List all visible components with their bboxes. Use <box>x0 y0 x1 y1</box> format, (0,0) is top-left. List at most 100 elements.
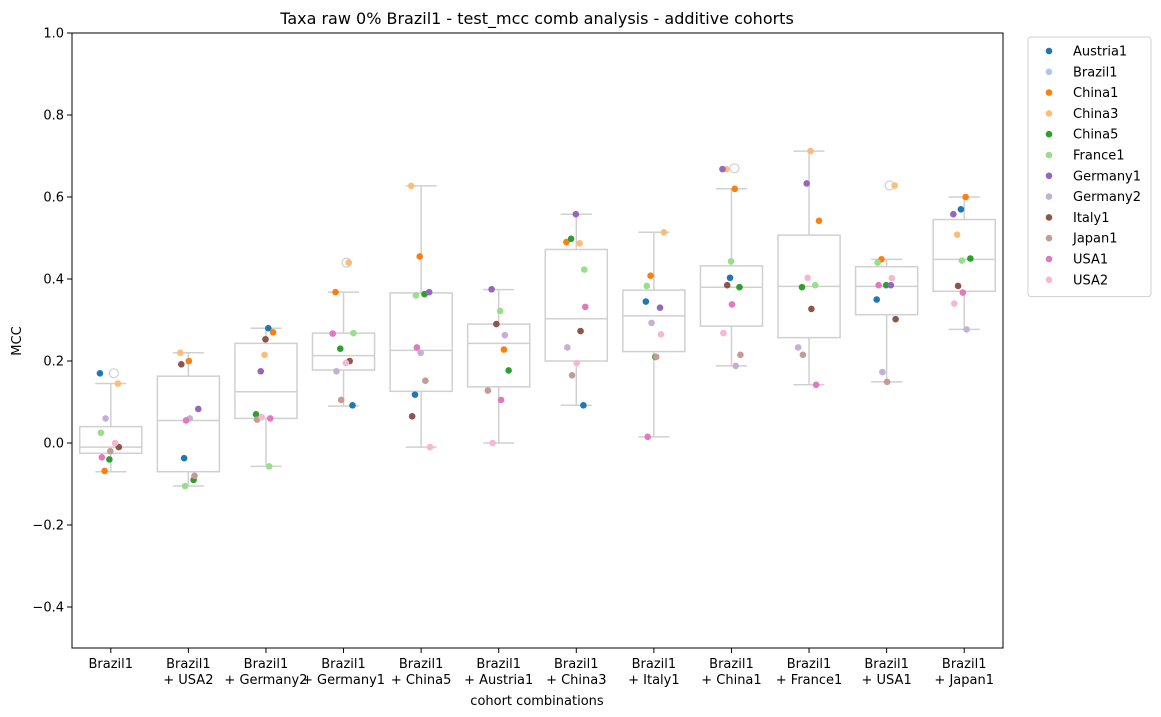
x-tick-label: Brazil1 <box>321 657 366 672</box>
point-Italy1 <box>408 413 416 420</box>
y-tick-label: 1.0 <box>43 27 64 42</box>
point-China1 <box>647 272 654 280</box>
legend-marker-Japan1 <box>1045 234 1053 242</box>
point-Austria1 <box>180 454 188 462</box>
point-China1 <box>416 253 424 260</box>
point-Japan1 <box>337 396 345 404</box>
x-tick-label: + Japan1 <box>934 673 994 688</box>
legend-label: Brazil1 <box>1073 65 1118 80</box>
point-USA1 <box>182 417 190 424</box>
point-France1 <box>350 329 357 337</box>
box-iqr <box>544 248 609 362</box>
point-Germany1 <box>572 210 580 218</box>
box-8 <box>699 163 764 367</box>
point-Austria1 <box>580 401 587 409</box>
point-China5 <box>967 255 974 262</box>
point-China1 <box>962 193 969 201</box>
point-Italy1 <box>954 282 962 290</box>
y-tick-label: 0.2 <box>43 355 64 370</box>
legend-label: China3 <box>1073 107 1118 122</box>
point-China1 <box>101 467 108 475</box>
point-Japan1 <box>652 353 660 361</box>
point-Germany1 <box>488 285 495 293</box>
y-tick-label: 0.8 <box>43 109 64 124</box>
box-7 <box>622 231 686 438</box>
x-tick-label: Brazil1 <box>554 657 599 672</box>
point-France1 <box>181 482 189 490</box>
x-tick-label: + Germany2 <box>224 673 307 688</box>
x-tick-label: Brazil1 <box>399 657 444 672</box>
y-tick-label: −0.2 <box>32 519 64 534</box>
point-Germany1 <box>425 288 433 296</box>
legend-marker-France1 <box>1045 151 1053 159</box>
legend-label: Germany1 <box>1073 169 1141 184</box>
outlier <box>108 368 119 379</box>
legend: Austria1 Brazil1 China1 China3 China5 France1… <box>1027 36 1152 298</box>
point-Germany2 <box>794 344 802 351</box>
point-France1 <box>581 266 588 273</box>
point-USA2 <box>489 439 496 447</box>
y-tick-label: 0.0 <box>43 437 64 452</box>
point-Germany1 <box>887 281 895 289</box>
boxes-layer <box>79 150 996 487</box>
point-China5 <box>505 367 512 374</box>
point-Germany2 <box>102 415 109 422</box>
point-China3 <box>177 349 184 357</box>
point-Japan1 <box>107 447 114 455</box>
legend-marker-USA2 <box>1045 276 1053 284</box>
x-tick-label: Brazil1 <box>476 657 521 672</box>
point-China5 <box>252 411 260 418</box>
x-tick-label: + Austria1 <box>464 673 533 688</box>
point-China5 <box>798 283 806 291</box>
box-4 <box>389 185 453 448</box>
legend-label: Japan1 <box>1072 232 1118 247</box>
point-Austria1 <box>873 296 881 303</box>
point-USA1 <box>728 301 736 308</box>
point-USA2 <box>720 329 727 337</box>
x-axis-label: cohort combinations <box>470 694 604 709</box>
legend-marker-China1 <box>1045 89 1053 96</box>
legend-box <box>1027 36 1152 298</box>
point-USA1 <box>266 415 274 422</box>
point-China3 <box>660 228 668 236</box>
point-China1 <box>269 329 277 336</box>
point-USA2 <box>888 274 896 282</box>
legend-label: China1 <box>1073 86 1118 101</box>
point-USA2 <box>573 359 581 367</box>
x-tick-label: + China3 <box>546 673 606 688</box>
point-Japan1 <box>737 351 744 359</box>
x-tick-label: Brazil1 <box>709 657 754 672</box>
point-Italy1 <box>262 335 269 343</box>
legend-marker-Austria1 <box>1045 47 1053 55</box>
point-France1 <box>496 307 504 315</box>
point-China1 <box>500 346 508 353</box>
legend-label: USA2 <box>1073 273 1108 288</box>
point-China1 <box>731 185 739 193</box>
point-China3 <box>407 182 415 190</box>
point-Germany2 <box>417 349 424 357</box>
x-tick-label: Brazil1 <box>787 657 832 672</box>
point-Germany2 <box>564 344 571 351</box>
point-Austria1 <box>265 324 272 332</box>
point-Austria1 <box>349 401 356 409</box>
point-France1 <box>265 463 273 470</box>
legend-marker-Germany2 <box>1045 193 1053 200</box>
point-USA1 <box>413 344 421 351</box>
x-tick-label: + USA2 <box>163 673 213 688</box>
box-9 <box>777 150 841 386</box>
x-tick-label: Brazil1 <box>632 657 677 672</box>
point-China5 <box>736 283 743 291</box>
point-Japan1 <box>883 378 891 386</box>
point-China1 <box>185 357 193 365</box>
point-Italy1 <box>723 281 731 289</box>
chart-title: Taxa raw 0% Brazil1 - test_mcc comb anal… <box>279 9 794 29</box>
point-France1 <box>874 259 881 266</box>
point-Japan1 <box>568 372 576 379</box>
legend-marker-USA1 <box>1045 255 1053 263</box>
legend-label: China5 <box>1073 128 1118 143</box>
point-USA2 <box>657 331 665 338</box>
plot-area-frame <box>71 32 1004 649</box>
point-USA1 <box>98 454 106 461</box>
point-Japan1 <box>799 351 807 359</box>
point-Germany1 <box>803 180 810 187</box>
